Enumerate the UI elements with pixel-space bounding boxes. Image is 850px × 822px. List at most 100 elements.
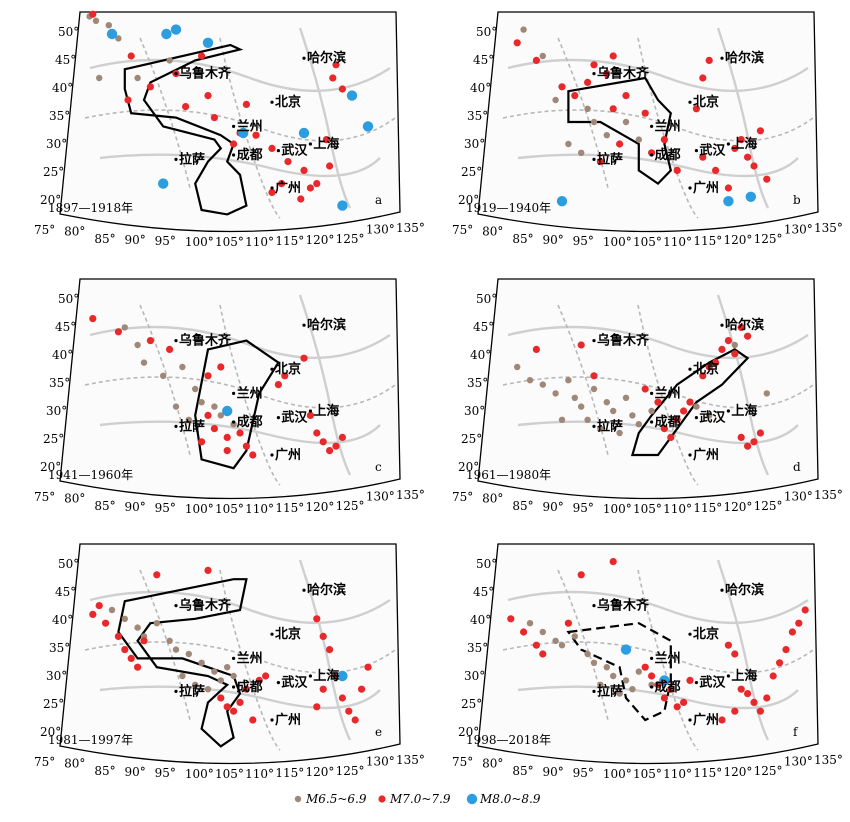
- quake-m70: [89, 315, 97, 323]
- quake-m65: [731, 341, 738, 349]
- terrain-line: [637, 304, 699, 486]
- quake-m70: [616, 140, 624, 148]
- quake-m65: [578, 403, 585, 410]
- lat-label: 30°: [46, 137, 67, 151]
- city-label: 乌鲁木齐: [597, 333, 650, 349]
- lon-label: 100°: [185, 767, 214, 781]
- quake-m70: [230, 140, 238, 148]
- lon-label: 90°: [125, 500, 146, 514]
- quake-m65: [590, 659, 598, 666]
- quake-m65: [539, 52, 546, 60]
- terrain-line: [502, 109, 814, 142]
- quake-m70: [204, 566, 212, 574]
- city-label: 武汉: [699, 675, 726, 691]
- lon-label: 125°: [336, 764, 365, 778]
- quake-m70: [198, 438, 206, 446]
- city-dot: [720, 588, 724, 592]
- quake-m70: [692, 105, 700, 113]
- quake-m65: [185, 650, 192, 658]
- period-label: 1941—1960年: [48, 468, 133, 482]
- lon-label: 115°: [693, 766, 722, 780]
- quake-m80: [620, 644, 632, 655]
- quake-m65: [204, 686, 212, 693]
- terrain-line: [517, 153, 799, 178]
- city-dot: [688, 186, 692, 190]
- quake-m70: [641, 385, 649, 393]
- quake-m65: [622, 118, 630, 126]
- lat-label: 35°: [49, 376, 70, 390]
- city-label: 成都: [655, 414, 681, 430]
- quake-m70: [750, 438, 758, 446]
- city-label: 北京: [275, 94, 301, 110]
- quake-m70: [313, 180, 321, 188]
- terrain-line: [298, 559, 352, 741]
- lat-label: 35°: [467, 641, 488, 655]
- city-dot: [276, 149, 280, 153]
- quake-m70: [127, 52, 135, 60]
- lat-label: 45°: [473, 320, 494, 334]
- lon-label: 100°: [185, 235, 214, 249]
- quake-m65: [134, 341, 141, 349]
- terrain-line: [219, 304, 281, 486]
- city-dot: [174, 72, 178, 76]
- quake-m70: [750, 698, 758, 706]
- city-label: 成都: [655, 147, 681, 163]
- lat-label: 30°: [46, 404, 67, 418]
- lat-label: 30°: [464, 137, 485, 151]
- lon-label: 135°: [814, 221, 843, 235]
- quake-m70: [680, 407, 688, 415]
- lon-label: 110°: [663, 767, 692, 781]
- city-label: 哈尔滨: [725, 317, 764, 333]
- quake-m70: [124, 96, 132, 104]
- quake-m70: [539, 650, 547, 658]
- quake-m70: [712, 359, 720, 367]
- city-label: 广州: [275, 447, 301, 463]
- quake-m65: [763, 390, 770, 397]
- terrain-line: [139, 37, 191, 189]
- lon-label: 110°: [663, 502, 692, 516]
- city-label: 成都: [237, 414, 263, 430]
- city-dot: [726, 409, 730, 413]
- quake-m70: [300, 166, 308, 174]
- city-dot: [694, 681, 698, 685]
- quake-m70: [230, 707, 238, 715]
- quake-m70: [596, 158, 604, 166]
- city-label: 上海: [731, 136, 757, 152]
- city-label: 上海: [313, 668, 339, 684]
- city-dot: [688, 453, 692, 457]
- city-dot: [308, 674, 312, 678]
- city-label: 兰州: [655, 385, 681, 401]
- terrain-line: [298, 294, 352, 476]
- lat-label: 40°: [52, 348, 73, 362]
- quake-m70: [648, 149, 656, 157]
- quake-m65: [648, 681, 655, 688]
- quake-m65: [616, 429, 623, 437]
- quake-m70: [590, 61, 598, 69]
- lon-label: 120°: [724, 500, 753, 514]
- quake-m65: [211, 403, 218, 410]
- quake-m70: [724, 641, 732, 649]
- quake-m70: [737, 685, 745, 693]
- city-label: 拉萨: [179, 418, 205, 434]
- quake-m65: [153, 620, 160, 627]
- quake-m70: [322, 136, 330, 144]
- city-dot: [650, 685, 654, 689]
- quake-m70: [332, 442, 340, 450]
- quake-m65: [526, 620, 534, 627]
- city-label: 乌鲁木齐: [179, 333, 232, 349]
- lat-label: 45°: [55, 53, 76, 67]
- city-dot: [174, 604, 178, 608]
- quake-m70: [198, 52, 206, 60]
- city-dot: [650, 391, 654, 395]
- lon-label: 125°: [336, 232, 365, 246]
- map-panel-d: 50° 45° 40° 35° 30° 25° 20° 75° 80° 85° 90° 95° 100°…: [452, 278, 843, 516]
- panel-letter: d: [793, 460, 801, 474]
- quake-m65: [526, 377, 534, 384]
- quake-m70: [284, 158, 292, 166]
- quake-m70: [731, 350, 739, 358]
- lon-label: 130°: [366, 490, 395, 504]
- terrain-line: [84, 109, 396, 142]
- city-dot: [270, 718, 274, 722]
- terrain-line: [502, 376, 814, 409]
